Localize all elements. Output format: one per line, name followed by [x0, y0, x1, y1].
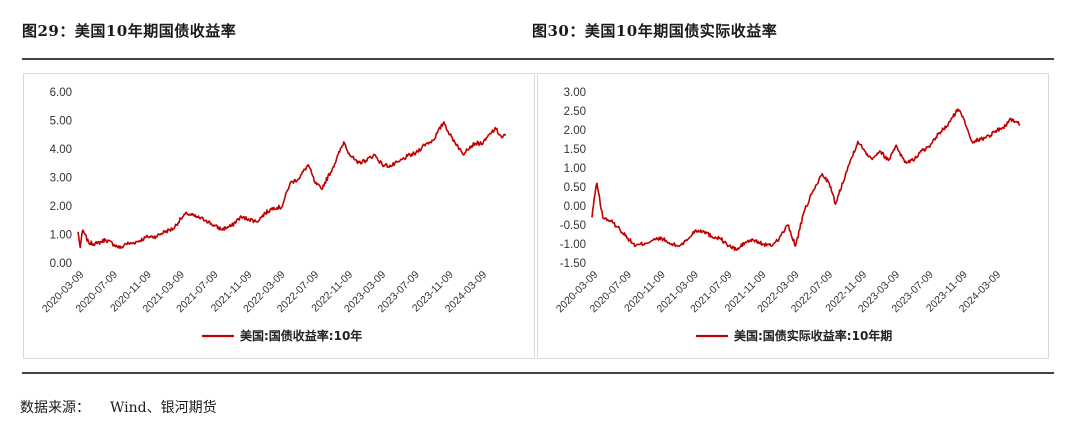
legend-label: 美国:国债收益率:10年 — [240, 328, 362, 343]
y-tick-label: 0.00 — [50, 258, 72, 270]
y-tick-label: 4.00 — [50, 144, 72, 156]
series-line — [591, 108, 1021, 251]
top-rule — [22, 58, 1054, 60]
y-tick-label: -1.00 — [560, 239, 586, 251]
chart-panel-real-yield: 3.00 2.50 2.00 1.50 1.00 0.50 0.00 -0.50 -1.00 -1… — [537, 73, 1049, 359]
source-label: 数据来源： — [20, 400, 90, 416]
chart-panel-nominal-yield: 6.00 5.00 4.00 3.00 2.00 1.00 0.00 2020-03-09 20… — [23, 73, 535, 359]
bottom-rule — [22, 372, 1054, 374]
right-figure-title: 图30：美国10年期国债实际收益率 — [532, 22, 778, 40]
y-tick-label: 2.50 — [564, 106, 586, 118]
source-note: 数据来源： Wind、银河期货 — [20, 397, 217, 417]
legend-label: 美国:国债实际收益率:10年期 — [734, 328, 892, 343]
y-tick-label: 2.00 — [50, 201, 72, 213]
chart-real-yield: 3.00 2.50 2.00 1.50 1.00 0.50 0.00 -0.50 -1.00 -1… — [554, 87, 1021, 343]
left-figure-title: 图29：美国10年期国债收益率 — [22, 22, 237, 40]
y-tick-label: 2.00 — [564, 125, 586, 137]
y-tick-label: 3.00 — [564, 87, 586, 99]
chart-nominal-yield: 6.005.004.003.002.001.000.002020-03-0920… — [40, 87, 507, 343]
y-tick-label: 6.00 — [50, 87, 72, 99]
y-tick-label: 0.50 — [564, 182, 586, 194]
source-value: Wind、银河期货 — [110, 400, 217, 416]
y-tick-label: 1.00 — [564, 163, 586, 175]
series-line — [77, 121, 507, 249]
y-tick-label: 1.50 — [564, 144, 586, 156]
y-tick-label: 0.00 — [564, 201, 586, 213]
y-tick-label: 1.00 — [50, 230, 72, 242]
y-tick-label: -1.50 — [560, 258, 586, 270]
y-tick-label: 3.00 — [50, 173, 72, 185]
y-tick-label: 5.00 — [50, 116, 72, 128]
y-tick-label: -0.50 — [560, 220, 586, 232]
